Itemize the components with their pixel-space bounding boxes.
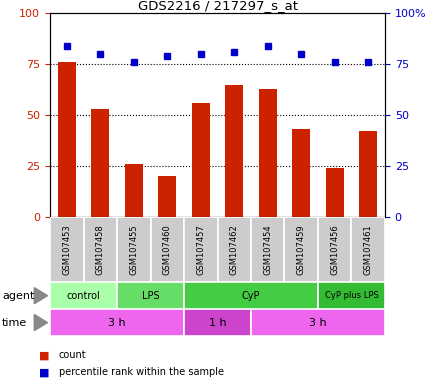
Bar bbox=[117, 282, 184, 309]
Text: CyP: CyP bbox=[241, 291, 260, 301]
Bar bbox=[124, 164, 143, 217]
Text: GSM107458: GSM107458 bbox=[95, 224, 105, 275]
Bar bbox=[184, 282, 317, 309]
Bar bbox=[217, 217, 250, 282]
Polygon shape bbox=[34, 288, 47, 304]
Bar bbox=[258, 89, 276, 217]
Text: GSM107455: GSM107455 bbox=[129, 224, 138, 275]
Bar bbox=[57, 62, 76, 217]
Text: control: control bbox=[66, 291, 100, 301]
Text: CyP plus LPS: CyP plus LPS bbox=[324, 291, 378, 300]
Text: ■: ■ bbox=[39, 367, 49, 377]
Text: 3 h: 3 h bbox=[309, 318, 326, 328]
Text: GSM107456: GSM107456 bbox=[329, 224, 339, 275]
Bar bbox=[250, 309, 384, 336]
Bar bbox=[184, 217, 217, 282]
Text: agent: agent bbox=[2, 291, 34, 301]
Bar bbox=[284, 217, 317, 282]
Text: GSM107454: GSM107454 bbox=[263, 224, 272, 275]
Bar bbox=[150, 217, 184, 282]
Bar bbox=[191, 103, 210, 217]
Bar bbox=[325, 168, 343, 217]
Bar bbox=[91, 109, 109, 217]
Bar bbox=[50, 309, 184, 336]
Bar bbox=[358, 131, 377, 217]
Bar bbox=[317, 282, 384, 309]
Text: GSM107459: GSM107459 bbox=[296, 224, 305, 275]
Bar bbox=[117, 217, 150, 282]
Text: GSM107460: GSM107460 bbox=[162, 224, 171, 275]
Text: GSM107461: GSM107461 bbox=[363, 224, 372, 275]
Text: 3 h: 3 h bbox=[108, 318, 125, 328]
Bar bbox=[50, 217, 83, 282]
Text: GSM107462: GSM107462 bbox=[229, 224, 238, 275]
Bar bbox=[184, 309, 250, 336]
Text: count: count bbox=[59, 350, 86, 360]
Text: GSM107453: GSM107453 bbox=[62, 224, 71, 275]
Polygon shape bbox=[34, 314, 47, 331]
Text: percentile rank within the sample: percentile rank within the sample bbox=[59, 367, 223, 377]
Bar bbox=[50, 282, 117, 309]
Title: GDS2216 / 217297_s_at: GDS2216 / 217297_s_at bbox=[137, 0, 297, 12]
Text: GSM107457: GSM107457 bbox=[196, 224, 205, 275]
Bar bbox=[317, 217, 351, 282]
Bar bbox=[250, 217, 284, 282]
Bar bbox=[224, 84, 243, 217]
Bar bbox=[291, 129, 310, 217]
Text: ■: ■ bbox=[39, 350, 49, 360]
Text: LPS: LPS bbox=[141, 291, 159, 301]
Bar bbox=[158, 176, 176, 217]
Text: 1 h: 1 h bbox=[208, 318, 226, 328]
Text: time: time bbox=[2, 318, 27, 328]
Bar bbox=[83, 217, 117, 282]
Bar bbox=[351, 217, 384, 282]
